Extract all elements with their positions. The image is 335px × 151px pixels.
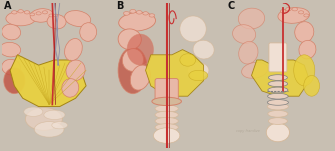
- Ellipse shape: [268, 81, 288, 87]
- Text: C: C: [227, 1, 234, 11]
- Ellipse shape: [47, 14, 66, 29]
- Ellipse shape: [239, 42, 258, 64]
- Ellipse shape: [143, 12, 148, 15]
- Ellipse shape: [189, 70, 208, 81]
- Ellipse shape: [152, 97, 182, 106]
- Ellipse shape: [80, 23, 97, 41]
- Ellipse shape: [6, 11, 36, 26]
- Ellipse shape: [0, 42, 21, 57]
- Ellipse shape: [238, 8, 265, 29]
- Ellipse shape: [2, 24, 21, 40]
- Ellipse shape: [267, 100, 288, 105]
- Ellipse shape: [155, 117, 178, 125]
- Ellipse shape: [127, 34, 153, 65]
- Ellipse shape: [267, 103, 288, 110]
- Ellipse shape: [268, 110, 288, 117]
- Ellipse shape: [124, 11, 130, 15]
- Ellipse shape: [295, 22, 314, 42]
- Polygon shape: [10, 55, 86, 107]
- Ellipse shape: [188, 63, 209, 78]
- Ellipse shape: [180, 16, 206, 42]
- Ellipse shape: [44, 110, 65, 119]
- Ellipse shape: [30, 9, 53, 22]
- Ellipse shape: [242, 62, 268, 78]
- FancyBboxPatch shape: [269, 43, 287, 72]
- Ellipse shape: [122, 49, 143, 71]
- Ellipse shape: [118, 47, 148, 94]
- Ellipse shape: [24, 107, 43, 116]
- Ellipse shape: [292, 8, 297, 11]
- Ellipse shape: [180, 54, 196, 66]
- FancyBboxPatch shape: [155, 79, 178, 103]
- Ellipse shape: [35, 122, 64, 137]
- Ellipse shape: [155, 111, 178, 119]
- Ellipse shape: [136, 11, 142, 14]
- Ellipse shape: [36, 12, 41, 15]
- Ellipse shape: [278, 8, 310, 23]
- Text: copy frandize: copy frandize: [236, 129, 260, 133]
- Polygon shape: [252, 60, 310, 96]
- Ellipse shape: [155, 105, 178, 112]
- Ellipse shape: [155, 124, 178, 131]
- Ellipse shape: [149, 14, 155, 17]
- Ellipse shape: [12, 11, 17, 14]
- Ellipse shape: [30, 13, 35, 16]
- Ellipse shape: [42, 11, 48, 14]
- Ellipse shape: [268, 75, 287, 80]
- Ellipse shape: [119, 12, 155, 31]
- Ellipse shape: [24, 11, 30, 14]
- Ellipse shape: [153, 128, 180, 143]
- Polygon shape: [145, 50, 204, 96]
- Ellipse shape: [4, 68, 25, 94]
- Ellipse shape: [286, 8, 291, 11]
- Ellipse shape: [2, 59, 21, 75]
- Ellipse shape: [299, 40, 316, 59]
- Ellipse shape: [130, 10, 136, 13]
- Ellipse shape: [304, 14, 309, 17]
- Ellipse shape: [66, 60, 85, 81]
- Ellipse shape: [49, 14, 54, 17]
- Text: B: B: [116, 1, 123, 11]
- Ellipse shape: [268, 87, 288, 93]
- Text: A: A: [4, 1, 11, 11]
- Ellipse shape: [65, 39, 82, 61]
- Ellipse shape: [266, 123, 289, 142]
- Ellipse shape: [130, 65, 150, 90]
- Ellipse shape: [25, 108, 62, 130]
- Ellipse shape: [294, 55, 315, 86]
- Ellipse shape: [53, 14, 58, 17]
- Ellipse shape: [298, 11, 304, 14]
- Ellipse shape: [193, 40, 214, 59]
- Ellipse shape: [52, 122, 68, 129]
- Ellipse shape: [65, 11, 91, 27]
- Ellipse shape: [118, 29, 141, 50]
- Ellipse shape: [18, 10, 23, 13]
- Ellipse shape: [268, 118, 287, 124]
- Ellipse shape: [232, 25, 256, 43]
- Ellipse shape: [268, 93, 288, 99]
- Ellipse shape: [280, 10, 286, 13]
- Ellipse shape: [304, 76, 320, 96]
- Ellipse shape: [62, 79, 79, 97]
